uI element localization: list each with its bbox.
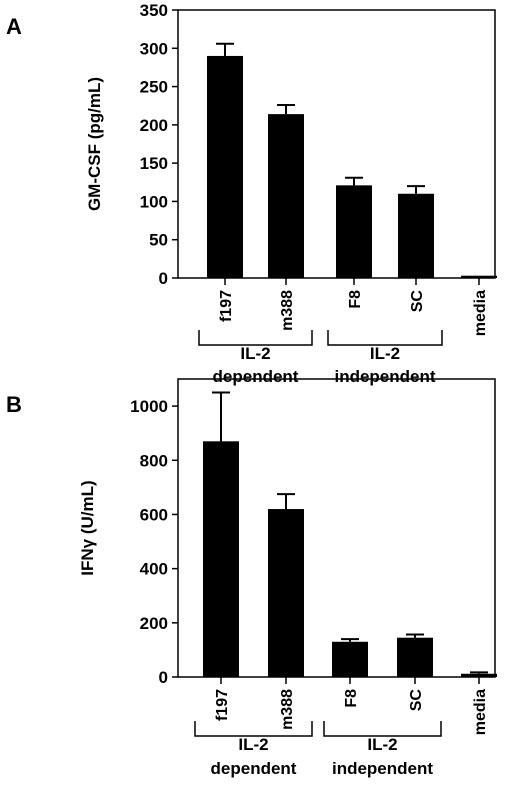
group-label-line2: dependent [211,759,297,778]
y-axis-title: IFNγ (U/mL) [78,480,97,575]
y-tick-label: 300 [140,39,168,58]
y-tick-label: 250 [140,78,168,97]
group-label-line2: independent [334,367,435,386]
y-tick-label: 1000 [130,397,168,416]
y-tick-label: 100 [140,192,168,211]
y-tick-label: 200 [140,614,168,633]
group-label-line2: dependent [213,367,299,386]
bar [268,509,304,677]
y-axis-title: GM-CSF (pg/mL) [85,77,104,211]
bar [268,114,304,278]
y-tick-label: 150 [140,154,168,173]
x-category-label: m388 [279,290,296,331]
group-label-line1: IL-2 [367,735,397,754]
x-category-label: F8 [343,689,360,708]
group-label-line1: IL-2 [238,735,268,754]
group-label-line2: independent [332,759,433,778]
bar [398,193,434,278]
y-tick-label: 600 [140,505,168,524]
y-tick-label: 50 [149,231,168,250]
y-tick-label: 400 [140,560,168,579]
group-bracket [198,330,313,346]
y-tick-label: 350 [140,1,168,20]
x-category-label: f197 [218,290,235,322]
bar [461,673,497,677]
y-tick-label: 800 [140,451,168,470]
y-tick-label: 0 [159,668,168,687]
bar [332,641,368,677]
x-category-label: media [472,689,489,735]
bar [397,637,433,677]
panel-a: A 0 50 100 150 200 250 300 350 GM-CSF (pg/mL) f197… [6,1,497,386]
x-category-label: m388 [279,689,296,730]
bar [336,185,372,278]
group-bracket [323,721,442,737]
group-bracket [327,330,443,346]
bar [207,55,243,278]
x-category-label: f197 [214,689,231,721]
x-category-label: SC [408,689,425,712]
y-tick-label: 0 [159,269,168,288]
x-category-label: media [472,290,489,336]
y-tick-label: 200 [140,116,168,135]
group-bracket [194,721,313,737]
x-category-label: SC [409,290,426,313]
group-label-line1: IL-2 [370,344,400,363]
bar [461,275,497,278]
panel-letter: B [6,392,22,417]
panel-letter: A [6,14,22,39]
x-category-label: F8 [347,290,364,309]
bar [203,441,239,677]
group-label-line1: IL-2 [240,344,270,363]
panel-b: B 0 200 400 600 800 1000 IFNγ (U/mL) f197 m388 F8 S… [6,378,497,778]
